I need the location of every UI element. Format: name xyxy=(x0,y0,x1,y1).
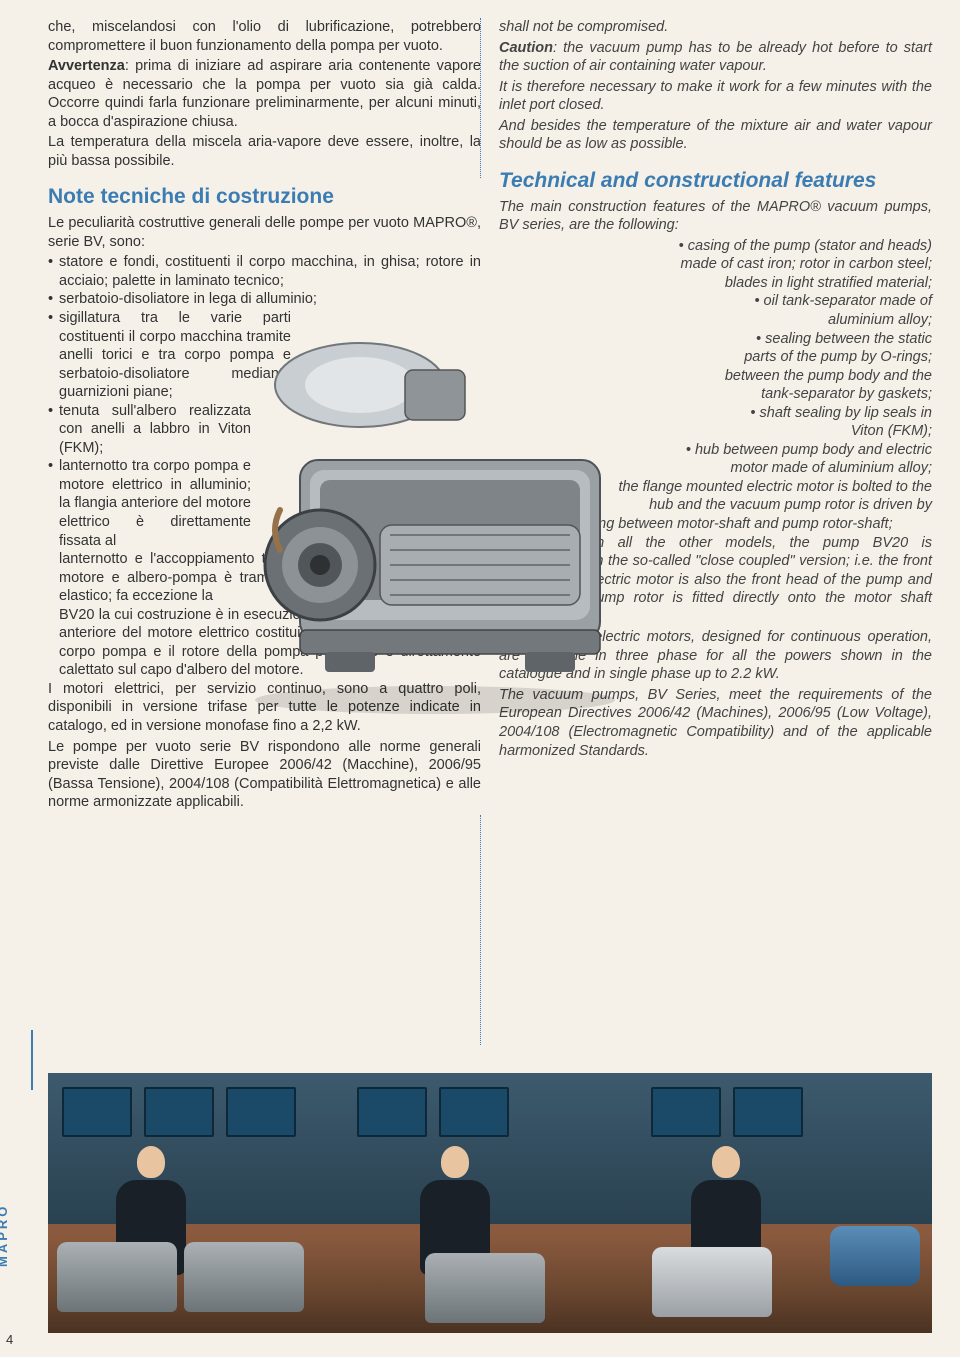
bullets-en: • casing of the pump (stator and heads) … xyxy=(499,237,932,534)
motors-it: I motori elettrici, per servizio continu… xyxy=(48,680,481,736)
bullet-it-3: sigillatura tra le varie parti costituen… xyxy=(48,309,481,402)
bullet-en-2: • oil tank-separator made of aluminium a… xyxy=(499,292,932,329)
bullet-it-5b: lanternotto e l'accoppiamento tra albero… xyxy=(59,550,481,606)
therefore-en: It is therefore necessary to make it wor… xyxy=(499,78,932,115)
motors-en: The four-pole electric motors, designed … xyxy=(499,628,932,684)
bullet-en-5: • hub between pump body and electric mot… xyxy=(499,441,932,534)
avvertenza-it: Avvertenza: prima di iniziare ad aspirar… xyxy=(48,57,481,131)
photo-segment-3 xyxy=(637,1073,932,1333)
lead-it: Le peculiarità costruttive generali dell… xyxy=(48,214,481,251)
bullets-it: statore e fondi, costituenti il corpo ma… xyxy=(48,253,481,680)
column-divider-top xyxy=(480,18,481,178)
page-number: 4 xyxy=(6,1332,13,1347)
norms-it: Le pompe per vuoto serie BV rispondono a… xyxy=(48,738,481,812)
temp-it: La temperatura della miscela aria-vapore… xyxy=(48,133,481,170)
caution-en: Caution: the vacuum pump has to be alrea… xyxy=(499,39,932,76)
heading-it: Note tecniche di costruzione xyxy=(48,184,481,211)
photo-segment-2 xyxy=(343,1073,638,1333)
bullet-it-5a: lanternotto tra corpo pompa e motore ele… xyxy=(59,457,481,550)
bullet-it-5: lanternotto tra corpo pompa e motore ele… xyxy=(48,457,481,680)
lead-en: The main construction features of the MA… xyxy=(499,198,932,235)
bullet-it-5c: BV20 la cui costruzione è in esecuzione … xyxy=(59,606,481,680)
bullet-it-1: statore e fondi, costituenti il corpo ma… xyxy=(48,253,481,290)
bullet-it-4: tenuta sull'albero realizzata con anelli… xyxy=(48,402,481,458)
bullet-en-5a: • hub between pump body and electric mot… xyxy=(499,441,932,478)
bullet-en-5b: the flange mounted electric motor is bol… xyxy=(499,478,932,515)
intro-it: che, miscelandosi con l'olio di lubrific… xyxy=(48,18,481,55)
brand-side-label: MAPRO xyxy=(0,1204,10,1267)
bullet-it-2: serbatoio-disoliatore in lega di allumin… xyxy=(48,290,481,309)
left-column: che, miscelandosi con l'olio di lubrific… xyxy=(48,18,481,814)
caution-label: Caution xyxy=(499,40,553,56)
intro-en-1: shall not be compromised. xyxy=(499,18,932,37)
heading-en: Technical and constructional features xyxy=(499,168,932,195)
besides-en: And besides the temperature of the mixtu… xyxy=(499,117,932,154)
bullet-en-1: • casing of the pump (stator and heads) … xyxy=(499,237,932,293)
bullet-en-3: • sealing between the static parts of th… xyxy=(499,330,932,404)
diff-en: differently from all the other models, t… xyxy=(499,534,932,627)
right-column: shall not be compromised. Caution: the v… xyxy=(499,18,932,814)
photo-segment-1 xyxy=(48,1073,343,1333)
norms-en: The vacuum pumps, BV Series, meet the re… xyxy=(499,686,932,760)
avvertenza-label: Avvertenza xyxy=(48,58,125,74)
column-divider-bottom xyxy=(480,815,481,1045)
bullet-en-4: • shaft sealing by lip seals in Viton (F… xyxy=(499,404,932,441)
workshop-photo xyxy=(48,1073,932,1333)
bullet-en-5c: a flexible coupling between motor-shaft … xyxy=(499,515,932,534)
caution-text: : the vacuum pump has to be already hot … xyxy=(499,40,932,75)
side-accent-line xyxy=(31,1030,33,1090)
